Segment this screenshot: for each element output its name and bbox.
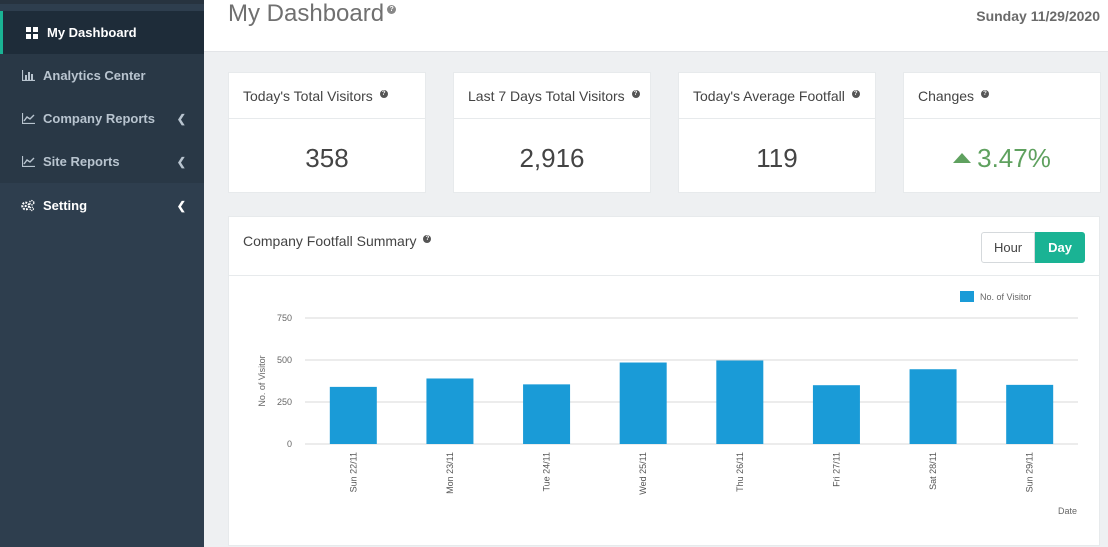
sidebar-item-site-reports[interactable]: Site Reports ❮ <box>0 140 204 183</box>
stat-value: 2,916 <box>519 143 585 173</box>
legend-swatch <box>960 291 974 302</box>
sidebar-item-label: Analytics Center <box>43 68 146 83</box>
granularity-toggle: Hour Day <box>980 232 1085 263</box>
current-date: Sunday 11/29/2020 <box>976 8 1100 24</box>
stat-label: Last 7 Days Total Visitors <box>468 88 625 104</box>
help-icon[interactable]: ? <box>423 235 432 244</box>
x-tick-label: Tue 24/11 <box>542 452 552 492</box>
stat-card-changes: Changes ? 3.47% <box>903 72 1101 193</box>
x-tick-label: Sun 29/11 <box>1025 452 1035 492</box>
stat-value: 119 <box>756 143 798 173</box>
stat-label: Today's Total Visitors <box>243 88 373 104</box>
panel-title-text: Company Footfall Summary <box>243 233 417 249</box>
footfall-bar-chart: 0 250 500 750 No. of Visitor Sun 22/11 Mon 23/… <box>257 291 1078 516</box>
grid-icon <box>25 26 39 40</box>
chevron-left-icon: ❮ <box>176 113 186 125</box>
line-chart-icon <box>21 112 35 126</box>
stat-card-average-footfall: Today's Average Footfall ? 119 <box>678 72 876 193</box>
chart-bar <box>909 369 957 444</box>
x-axis-label: Date <box>1058 506 1077 516</box>
x-tick-label: Sun 22/11 <box>348 452 358 492</box>
stat-value: 358 <box>305 143 349 173</box>
gears-icon <box>21 199 35 213</box>
help-icon[interactable]: ? <box>851 90 860 99</box>
page-title-text: My Dashboard <box>228 0 385 27</box>
x-tick-label: Sat 28/11 <box>928 452 938 490</box>
chart-bar <box>716 360 764 444</box>
trend-up-icon <box>953 153 972 163</box>
x-tick-label: Fri 27/11 <box>831 452 841 487</box>
line-chart-icon <box>21 155 35 169</box>
y-tick-label: 500 <box>277 355 292 365</box>
page-header: My Dashboard? Sunday 11/29/2020 <box>204 0 1108 52</box>
chevron-left-icon: ❮ <box>176 156 186 168</box>
chart-bar <box>1006 384 1054 444</box>
panel-title: Company Footfall Summary ? <box>243 233 432 249</box>
y-tick-label: 750 <box>277 313 292 323</box>
sidebar-item-setting[interactable]: Setting ❮ <box>0 184 204 227</box>
stat-card-header: Changes ? <box>904 73 1100 119</box>
chart-bar <box>812 385 860 444</box>
legend-label: No. of Visitor <box>980 292 1031 302</box>
help-icon[interactable]: ? <box>631 90 640 99</box>
sidebar-item-analytics-center[interactable]: Analytics Center <box>0 54 204 97</box>
x-tick-label: Thu 26/11 <box>735 452 745 492</box>
chart-bar <box>619 362 667 444</box>
chart-bar <box>329 386 377 444</box>
help-icon[interactable]: ? <box>379 90 388 99</box>
stat-card-header: Today's Total Visitors ? <box>229 73 425 119</box>
sidebar: My Dashboard Analytics Center Company Re… <box>0 0 204 547</box>
y-tick-label: 250 <box>277 397 292 407</box>
chart-bar <box>426 378 474 444</box>
sidebar-item-label: Company Reports <box>43 111 155 126</box>
help-icon[interactable]: ? <box>980 90 989 99</box>
stat-card-header: Today's Average Footfall ? <box>679 73 875 119</box>
x-tick-label: Wed 25/11 <box>638 452 648 495</box>
sidebar-item-label: Site Reports <box>43 154 120 169</box>
stat-value-text: 3.47% <box>977 143 1051 173</box>
stat-card-header: Last 7 Days Total Visitors ? <box>454 73 650 119</box>
bar-chart-icon <box>21 69 35 83</box>
hour-button[interactable]: Hour <box>980 232 1036 263</box>
stat-label: Today's Average Footfall <box>693 88 845 104</box>
chart-bar <box>523 384 571 444</box>
stat-card-last-7-days: Last 7 Days Total Visitors ? 2,916 <box>453 72 651 193</box>
sidebar-item-label: My Dashboard <box>47 25 137 40</box>
chevron-left-icon: ❮ <box>176 200 186 212</box>
day-button[interactable]: Day <box>1035 232 1085 263</box>
sidebar-item-company-reports[interactable]: Company Reports ❮ <box>0 97 204 140</box>
sidebar-top-strip <box>0 0 204 4</box>
footfall-summary-panel: Company Footfall Summary ? Hour Day 0 250… <box>228 216 1100 546</box>
stat-value: 3.47% <box>904 143 1100 174</box>
sidebar-item-label: Setting <box>43 198 88 213</box>
panel-header: Company Footfall Summary ? Hour Day <box>229 217 1099 276</box>
page-title: My Dashboard? <box>228 0 397 28</box>
y-axis-label: No. of Visitor <box>257 355 267 406</box>
help-icon[interactable]: ? <box>387 5 397 14</box>
stat-label: Changes <box>918 88 975 104</box>
stat-card-today-visitors: Today's Total Visitors ? 358 <box>228 72 426 193</box>
y-tick-label: 0 <box>287 439 292 449</box>
sidebar-item-my-dashboard[interactable]: My Dashboard <box>0 11 204 54</box>
x-tick-label: Mon 23/11 <box>445 452 455 494</box>
